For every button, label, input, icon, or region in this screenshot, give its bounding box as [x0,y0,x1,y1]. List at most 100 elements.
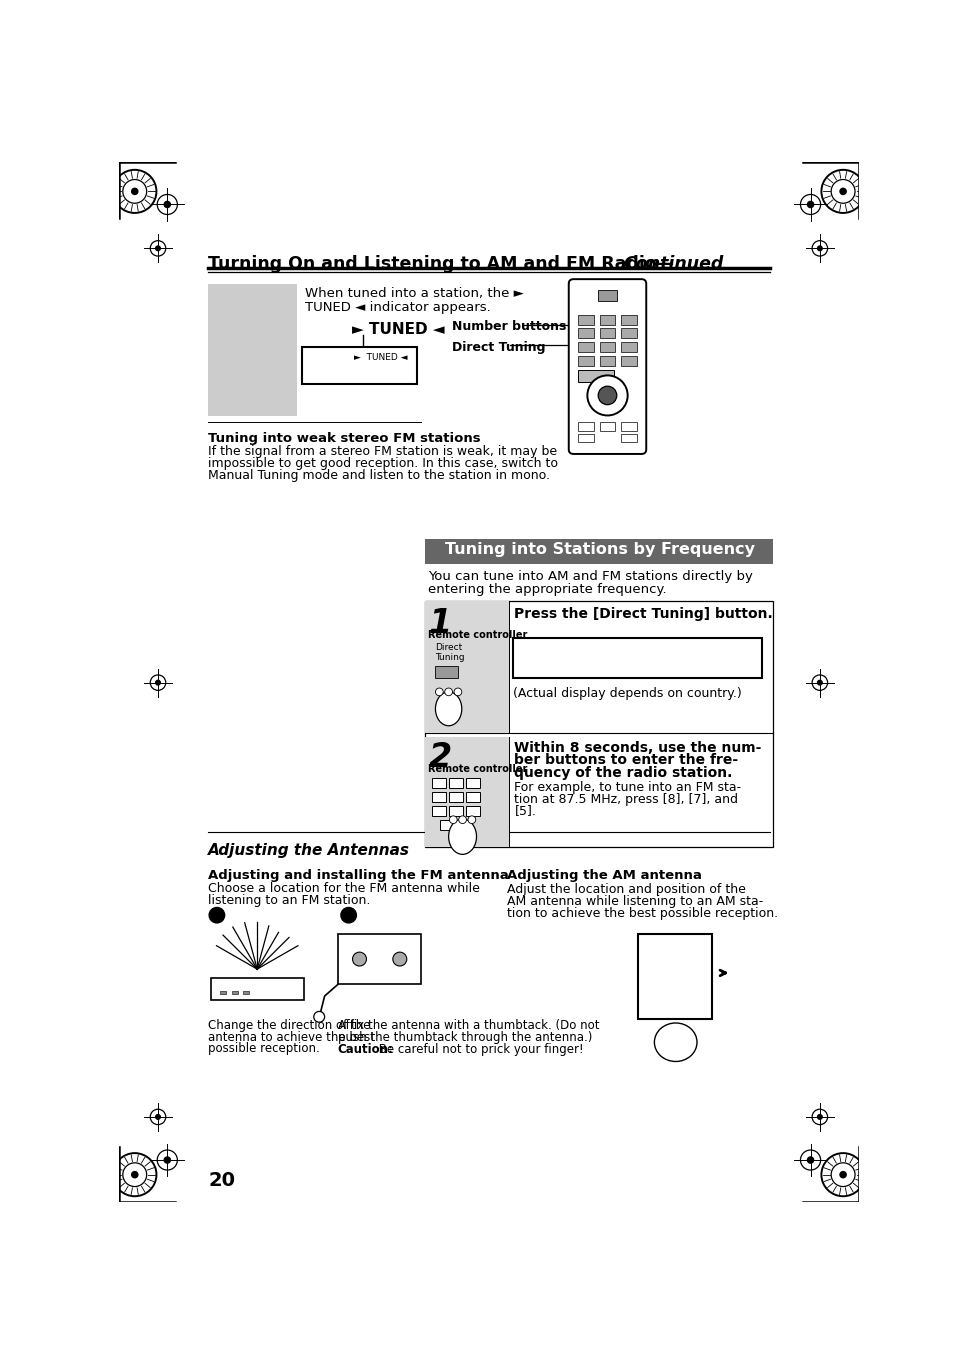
Ellipse shape [448,819,476,854]
Circle shape [155,246,160,251]
Text: For example, to tune into an FM sta-: For example, to tune into an FM sta- [514,781,740,794]
Circle shape [393,952,406,966]
Text: FM  ·····  ···   MHz  ···: FM ····· ··· MHz ··· [517,646,737,661]
Circle shape [817,246,821,251]
Circle shape [817,681,821,685]
Text: 4: 4 [436,792,441,801]
Bar [448,792,463,802]
Bar [208,284,297,416]
Text: 8: 8 [453,805,458,815]
Bar [465,792,480,802]
Text: Continued: Continued [622,254,722,273]
Ellipse shape [435,692,461,725]
Bar [220,990,226,994]
Text: tion to achieve the best possible reception.: tion to achieve the best possible recept… [506,908,777,920]
Circle shape [454,688,461,696]
Circle shape [314,1012,324,1023]
Text: Number buttons: Number buttons [452,320,566,332]
Text: push the thumbtack through the antenna.): push the thumbtack through the antenna.) [337,1031,592,1044]
Text: tion at 87.5 MHz, press [8], [7], and: tion at 87.5 MHz, press [8], [7], and [514,793,738,805]
Bar [425,601,773,847]
Text: Direct
Tuning: Direct Tuning [435,643,464,662]
Text: When tuned into a station, the ►: When tuned into a station, the ► [305,286,523,300]
Text: 6: 6 [469,792,475,801]
Circle shape [164,201,171,208]
Text: 2: 2 [428,742,452,774]
Bar [620,315,637,324]
Bar [431,792,446,802]
Bar [578,315,593,324]
Text: If the signal from a stereo FM station is weak, it may be: If the signal from a stereo FM station i… [208,446,557,458]
Circle shape [209,908,224,923]
Text: quency of the radio station.: quency of the radio station. [514,766,732,780]
Text: Adjusting the Antennas: Adjusting the Antennas [208,843,410,858]
Circle shape [449,816,456,824]
Text: AM antenna while listening to an AM sta-: AM antenna while listening to an AM sta- [506,896,762,908]
Circle shape [806,1156,813,1163]
Text: Change the direction of the: Change the direction of the [208,1019,371,1032]
Text: 2: 2 [344,909,353,921]
Circle shape [164,1156,171,1163]
Bar [620,357,637,366]
Bar [232,990,237,994]
Text: impossible to get good reception. In this case, switch to: impossible to get good reception. In thi… [208,457,558,470]
Bar [439,820,455,830]
Text: Choose a location for the FM antenna while: Choose a location for the FM antenna whi… [208,882,479,896]
Bar [431,805,446,816]
Text: Be careful not to prick your finger!: Be careful not to prick your finger! [375,1043,583,1056]
Circle shape [817,1115,821,1119]
Text: Tuning into Stations by Frequency: Tuning into Stations by Frequency [444,543,754,558]
Bar [211,978,303,1000]
Bar [465,805,480,816]
Text: Remote controller: Remote controller [428,631,527,640]
Bar [448,778,463,788]
Text: ►  TUNED ◄: ► TUNED ◄ [354,353,407,362]
Text: Press the [Direct Tuning] button.: Press the [Direct Tuning] button. [514,607,773,621]
Bar [578,357,593,366]
Circle shape [468,816,476,824]
Circle shape [840,1171,845,1178]
Circle shape [132,188,137,195]
Circle shape [444,688,452,696]
Text: 1: 1 [436,778,441,788]
Bar [599,357,615,366]
Circle shape [587,376,627,416]
Bar [578,328,593,339]
Circle shape [132,1171,137,1178]
Circle shape [840,188,845,195]
Bar [337,935,421,985]
Text: TUNED ◄ indicator appears.: TUNED ◄ indicator appears. [305,301,491,313]
Bar [578,370,613,381]
Text: listening to an FM station.: listening to an FM station. [208,894,371,908]
Text: 9: 9 [469,805,475,815]
Bar [638,935,711,1019]
Circle shape [340,908,356,923]
Text: Affix the antenna with a thumbtack. (Do not: Affix the antenna with a thumbtack. (Do … [337,1019,598,1032]
Circle shape [458,816,466,824]
Text: Adjust the location and position of the: Adjust the location and position of the [506,882,745,896]
Bar [620,434,637,442]
Bar [425,539,773,565]
Bar [465,778,480,788]
Ellipse shape [654,1023,697,1062]
Bar [578,423,593,431]
Text: antenna to achieve the best: antenna to achieve the best [208,1031,375,1044]
Bar [620,328,637,339]
Bar [599,315,615,324]
Text: ► TUNED ◄: ► TUNED ◄ [352,323,444,338]
Bar [243,990,249,994]
Circle shape [598,386,617,405]
Text: Adjusting and installing the FM antenna: Adjusting and installing the FM antenna [208,869,509,882]
Text: You can tune into AM and FM stations directly by: You can tune into AM and FM stations dir… [427,570,752,584]
Text: Caution:: Caution: [337,1043,394,1056]
Text: 0: 0 [444,820,450,828]
Bar [578,342,593,353]
Text: 3: 3 [469,778,475,788]
FancyBboxPatch shape [568,280,645,454]
Text: 20: 20 [208,1171,235,1190]
Text: 5: 5 [453,792,458,801]
Text: 1: 1 [213,909,221,921]
Circle shape [806,201,813,208]
Bar [599,328,615,339]
Text: Adjusting the AM antenna: Adjusting the AM antenna [506,869,700,882]
